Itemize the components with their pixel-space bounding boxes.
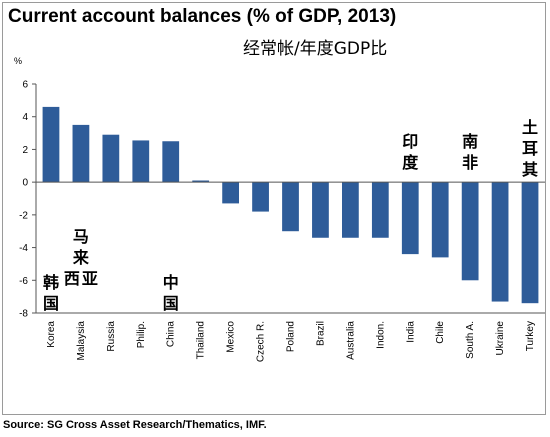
- annotation-korea: 韩国: [43, 273, 59, 313]
- x-tick-label: Poland: [286, 321, 297, 352]
- annotation-india: 印度: [402, 132, 419, 172]
- bar-turkey: [521, 182, 539, 304]
- annotation-char: 非: [462, 153, 478, 172]
- x-tick-label: Malaysia: [76, 321, 87, 361]
- annotation-char: 其: [522, 160, 538, 179]
- bar-chile: [431, 182, 449, 258]
- y-tick-label: -4: [19, 243, 28, 254]
- x-tick-label: Philip.: [136, 321, 147, 348]
- y-tick-label: -8: [19, 309, 28, 320]
- annotation-china: 中国: [163, 273, 179, 313]
- annotation-char: 中: [163, 273, 179, 292]
- bar-mexico: [222, 182, 240, 204]
- bar-ukraine: [491, 182, 509, 302]
- y-tick-label: 4: [22, 112, 28, 123]
- x-tick-label: Mexico: [226, 321, 237, 353]
- chart-frame: [2, 2, 546, 415]
- chart-subtitle-chinese: 经常帐/年度GDP比: [243, 39, 388, 59]
- y-tick-label: 2: [22, 145, 28, 156]
- x-tick-label: Australia: [345, 321, 356, 360]
- bar-south-a: [461, 182, 479, 281]
- annotation-char: 亚: [82, 269, 98, 288]
- y-axis-unit: %: [14, 56, 23, 66]
- annotation-turkey: 土耳其: [522, 118, 538, 179]
- x-tick-label: Indon.: [375, 321, 386, 349]
- y-tick-label: 0: [22, 178, 28, 189]
- bar-philip: [132, 140, 150, 183]
- annotation-char: 西: [64, 269, 80, 288]
- annotation-char: 南: [462, 132, 478, 151]
- annotation-char: 土: [522, 118, 538, 137]
- annotation-char: 来: [72, 248, 90, 267]
- bar-malaysia: [72, 124, 90, 183]
- annotation-char: 印: [402, 132, 418, 151]
- x-tick-label: Thailand: [196, 321, 207, 359]
- x-tick-label: Czech R.: [256, 321, 267, 362]
- y-tick-label: -6: [19, 276, 28, 287]
- source-note: Source: SG Cross Asset Research/Thematic…: [3, 419, 267, 431]
- annotation-char: 韩: [43, 273, 59, 292]
- bar-thailand: [192, 180, 210, 183]
- x-tick-label: Chile: [435, 321, 446, 344]
- bar-india: [401, 182, 419, 255]
- annotation-south-a: 南非: [462, 132, 478, 172]
- bar-russia: [102, 134, 120, 183]
- x-tick-label: Russia: [106, 321, 117, 352]
- bar-korea: [42, 106, 60, 183]
- x-tick-label: Ukraine: [495, 321, 506, 356]
- annotation-char: 马: [73, 227, 89, 246]
- bar-czech-r: [252, 182, 269, 212]
- x-tick-label: Turkey: [525, 321, 536, 351]
- bar-australia: [341, 182, 359, 238]
- annotation-char: 耳: [522, 139, 538, 158]
- x-tick-label: Korea: [46, 321, 57, 348]
- x-tick-label: Brazil: [315, 321, 326, 346]
- bar-poland: [282, 182, 299, 232]
- annotation-malaysia: 马来西亚: [64, 227, 98, 288]
- x-tick-label: China: [166, 321, 177, 348]
- annotation-char: 度: [402, 153, 419, 172]
- annotation-char: 国: [163, 294, 179, 313]
- annotation-char: 国: [43, 294, 59, 313]
- bar-indon: [371, 182, 389, 238]
- bar-china: [162, 141, 180, 183]
- y-tick-label: -2: [19, 210, 28, 221]
- y-tick-label: 6: [22, 80, 28, 91]
- x-tick-label: India: [405, 321, 416, 343]
- chart-title: Current account balances (% of GDP, 2013…: [8, 6, 397, 27]
- x-tick-label: South A.: [465, 321, 476, 359]
- bar-brazil: [312, 182, 329, 238]
